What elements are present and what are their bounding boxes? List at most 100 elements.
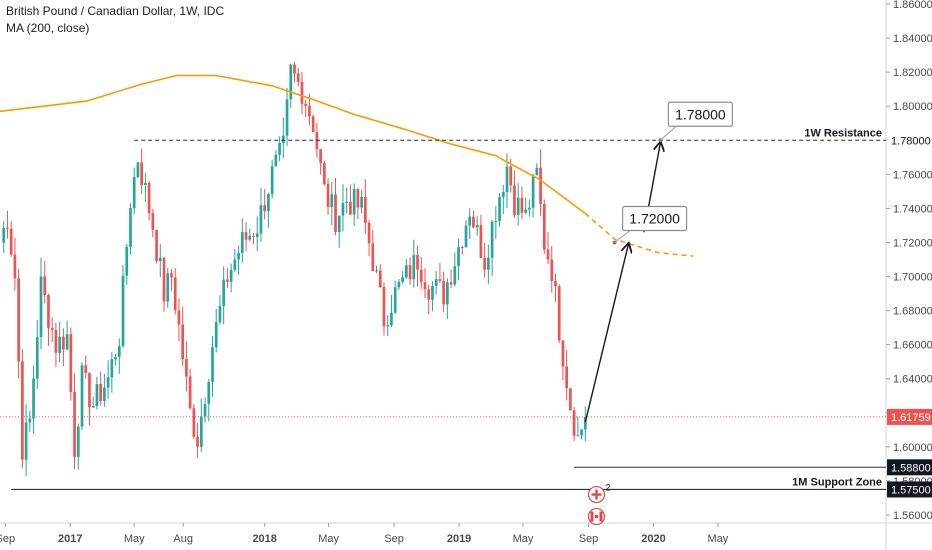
support-zone-axis-label: 1.57500 bbox=[891, 484, 931, 496]
candle bbox=[289, 63, 293, 109]
candle-body bbox=[524, 209, 527, 213]
candle bbox=[151, 208, 155, 238]
candle bbox=[281, 117, 285, 159]
candle-body bbox=[263, 205, 267, 212]
candle bbox=[270, 159, 274, 199]
candle bbox=[278, 136, 281, 162]
price-tick-label: 1.70000 bbox=[893, 272, 932, 284]
candle bbox=[58, 321, 61, 363]
candle-body bbox=[50, 327, 54, 330]
candle bbox=[535, 163, 539, 176]
candle bbox=[255, 216, 259, 252]
candle-body bbox=[330, 194, 334, 208]
candle bbox=[207, 378, 211, 422]
target-2-pointer bbox=[660, 123, 679, 141]
canada-flag-leaf bbox=[594, 514, 599, 519]
candle bbox=[528, 199, 531, 217]
time-tick-label: May bbox=[124, 533, 145, 545]
candle bbox=[438, 262, 442, 283]
canada-flag-event-icon[interactable] bbox=[587, 507, 606, 526]
candle-body bbox=[185, 359, 188, 377]
candle-body bbox=[322, 162, 326, 185]
candle-body bbox=[393, 287, 397, 313]
candle-body bbox=[229, 269, 233, 282]
candle bbox=[267, 192, 270, 228]
candle-body bbox=[326, 184, 330, 208]
candle bbox=[69, 327, 73, 401]
support-zone-label: 1M Support Zone bbox=[792, 476, 882, 488]
candle bbox=[144, 172, 147, 202]
event-badges[interactable]: 2 bbox=[587, 483, 610, 526]
candle bbox=[296, 67, 300, 87]
candle bbox=[419, 257, 423, 289]
candle bbox=[569, 388, 572, 411]
candle bbox=[248, 228, 252, 242]
symbol-title[interactable]: British Pound / Canadian Dollar, 1W, IDC bbox=[6, 4, 225, 18]
candle bbox=[524, 197, 527, 215]
candle-body bbox=[199, 416, 203, 447]
candle-body bbox=[449, 282, 453, 285]
candle bbox=[140, 148, 144, 194]
candle-body bbox=[360, 196, 363, 208]
candle-body bbox=[9, 228, 13, 255]
canada-flag-left bbox=[590, 511, 594, 522]
candle bbox=[229, 263, 233, 293]
candle-body bbox=[117, 346, 121, 358]
candle-body bbox=[103, 387, 106, 402]
ma-200-projection bbox=[584, 212, 693, 257]
candle-body bbox=[300, 81, 304, 104]
target-1-box bbox=[621, 205, 688, 232]
candle bbox=[188, 368, 192, 410]
candle bbox=[6, 210, 9, 239]
candle-body bbox=[423, 282, 427, 290]
candle bbox=[199, 398, 203, 452]
candle bbox=[580, 429, 583, 440]
candle bbox=[311, 114, 315, 132]
candle bbox=[103, 373, 106, 407]
candle-body bbox=[244, 232, 248, 240]
candle-body bbox=[132, 177, 136, 209]
candle-body bbox=[546, 249, 550, 260]
candle bbox=[446, 278, 449, 320]
candle-body bbox=[434, 279, 438, 287]
candle bbox=[494, 206, 498, 240]
candle-body bbox=[464, 225, 468, 248]
candle bbox=[32, 365, 35, 434]
candle bbox=[326, 178, 330, 216]
candle-body bbox=[438, 279, 442, 281]
candle bbox=[304, 99, 308, 117]
candle-body bbox=[203, 404, 207, 417]
projection-arrow bbox=[584, 244, 628, 423]
candle bbox=[501, 184, 505, 215]
candle-body bbox=[91, 405, 95, 408]
candle-body bbox=[158, 257, 162, 262]
price-tick-label: 1.84000 bbox=[893, 33, 932, 45]
candle bbox=[274, 150, 278, 168]
candle-body bbox=[442, 280, 445, 305]
candle bbox=[196, 423, 199, 458]
candle-body bbox=[13, 254, 17, 279]
candle-body bbox=[319, 149, 322, 163]
support-level-axis-label: 1.58800 bbox=[891, 462, 931, 474]
price-axis[interactable]: 1.86000 1.84000 1.82000 1.80000 1.78000 1.760… bbox=[886, 0, 932, 522]
candle-body bbox=[62, 336, 65, 350]
candle bbox=[457, 238, 460, 281]
uk-flag-event-icon[interactable] bbox=[587, 485, 606, 504]
candle bbox=[170, 268, 173, 292]
candle bbox=[483, 243, 486, 278]
indicator-title[interactable]: MA (200, close) bbox=[6, 21, 90, 35]
price-tick-label: 1.86000 bbox=[893, 0, 932, 11]
time-axis[interactable]: Sep 2017 May Aug 2018 May Sep 2019 May Sep 2020 May bbox=[0, 523, 729, 545]
candle bbox=[349, 184, 352, 215]
candle-body bbox=[572, 410, 576, 436]
candle bbox=[375, 265, 378, 274]
resistance-axis-label-bg bbox=[887, 132, 932, 149]
candle-body bbox=[106, 377, 110, 388]
candle-body bbox=[457, 247, 460, 267]
candle-body bbox=[401, 277, 404, 282]
candle bbox=[177, 298, 181, 342]
candle bbox=[155, 229, 158, 264]
candle bbox=[285, 87, 289, 146]
candle-body bbox=[528, 207, 531, 210]
